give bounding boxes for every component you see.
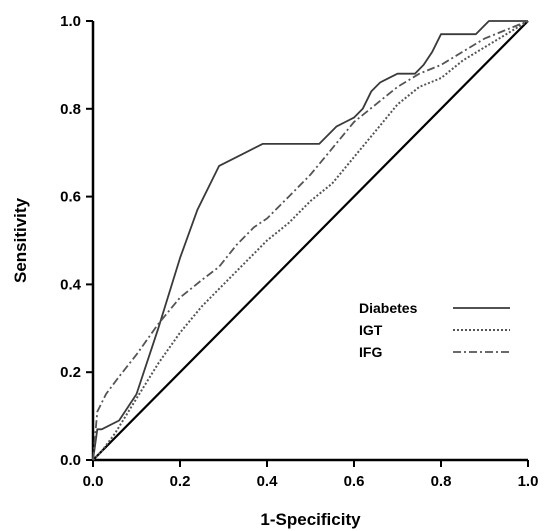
y-tick-label: 0.8	[60, 101, 81, 118]
series-line-diabetes	[92, 20, 528, 461]
y-tick-label: 0.4	[60, 276, 82, 293]
plot-area: 0.0 0.2 0.4 0.6 0.8 1.0 0.0 0.2 0.4 0.6 0.8 1.0	[60, 13, 538, 490]
legend-label-igt: IGT	[359, 322, 383, 338]
series-line-igt	[92, 20, 529, 461]
legend-label-diabetes: Diabetes	[359, 300, 418, 316]
reference-diagonal-line	[92, 20, 529, 461]
y-axis-ticks: 0.0 0.2 0.4 0.6 0.8 1.0	[60, 13, 93, 469]
x-tick-label: 1.0	[518, 473, 539, 490]
x-tick-label: 0.8	[431, 473, 452, 490]
legend: Diabetes IGT IFG	[359, 300, 510, 360]
x-tick-label: 0.2	[170, 473, 191, 490]
y-tick-label: 0.6	[60, 189, 81, 206]
series-lines	[92, 20, 529, 461]
y-tick-label: 0.0	[60, 452, 81, 469]
x-tick-label: 0.4	[257, 473, 279, 490]
series-line-ifg	[92, 20, 529, 461]
y-tick-label: 0.2	[60, 364, 81, 381]
x-axis-ticks: 0.0 0.2 0.4 0.6 0.8 1.0	[83, 460, 539, 490]
y-axis-label: Sensitivity	[11, 197, 30, 283]
x-axis-label: 1-Specificity	[260, 510, 361, 529]
legend-label-ifg: IFG	[359, 344, 382, 360]
x-tick-label: 0.0	[83, 473, 104, 490]
x-tick-label: 0.6	[344, 473, 365, 490]
y-tick-label: 1.0	[60, 13, 81, 30]
